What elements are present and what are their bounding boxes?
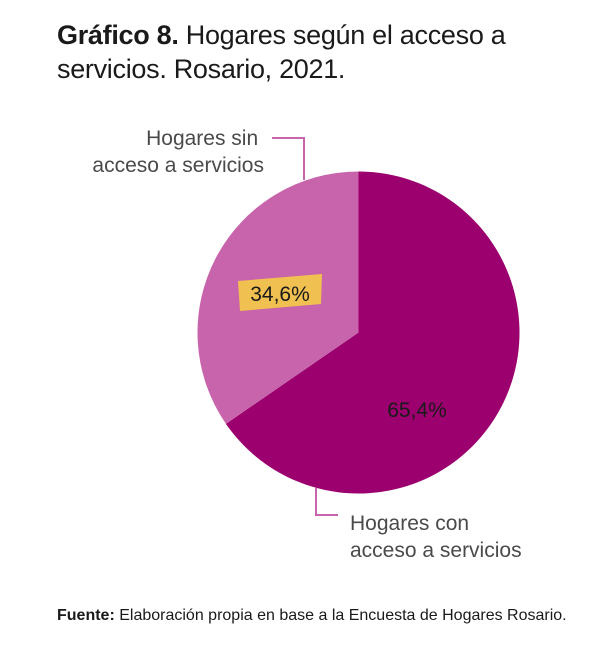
- label-con-acceso-line1: Hogares con: [350, 512, 469, 535]
- pie-slice-con-acceso: [225, 171, 520, 494]
- label-sin-acceso-line1: Hogares sin: [146, 127, 258, 150]
- label-sin-acceso-line2: acceso a servicios: [92, 154, 264, 177]
- label-con-acceso-line2: acceso a servicios: [350, 539, 522, 562]
- source-text: Elaboración propia en base a la Encuesta…: [114, 607, 567, 624]
- leader-line-sin-acceso: [272, 137, 305, 180]
- value-label-con-acceso: 65,4%: [387, 399, 447, 422]
- leader-line-con-acceso: [315, 488, 338, 516]
- chart-title-number: Gráfico 8.: [57, 20, 179, 50]
- pie-slices: [197, 171, 520, 494]
- label-sin-acceso: Hogares sin acceso a servicios: [92, 127, 264, 177]
- source-note: Fuente: Elaboración propia en base a la …: [57, 605, 577, 626]
- chart-title: Gráfico 8. Hogares según el acceso a ser…: [57, 18, 577, 86]
- value-highlight-sin-acceso: [238, 274, 322, 311]
- value-label-sin-acceso: 34,6%: [250, 283, 310, 306]
- label-con-acceso: Hogares con acceso a servicios: [350, 512, 522, 562]
- chart-title-text: Hogares según el acceso a servicios. Ros…: [57, 20, 506, 84]
- source-label: Fuente:: [57, 607, 115, 624]
